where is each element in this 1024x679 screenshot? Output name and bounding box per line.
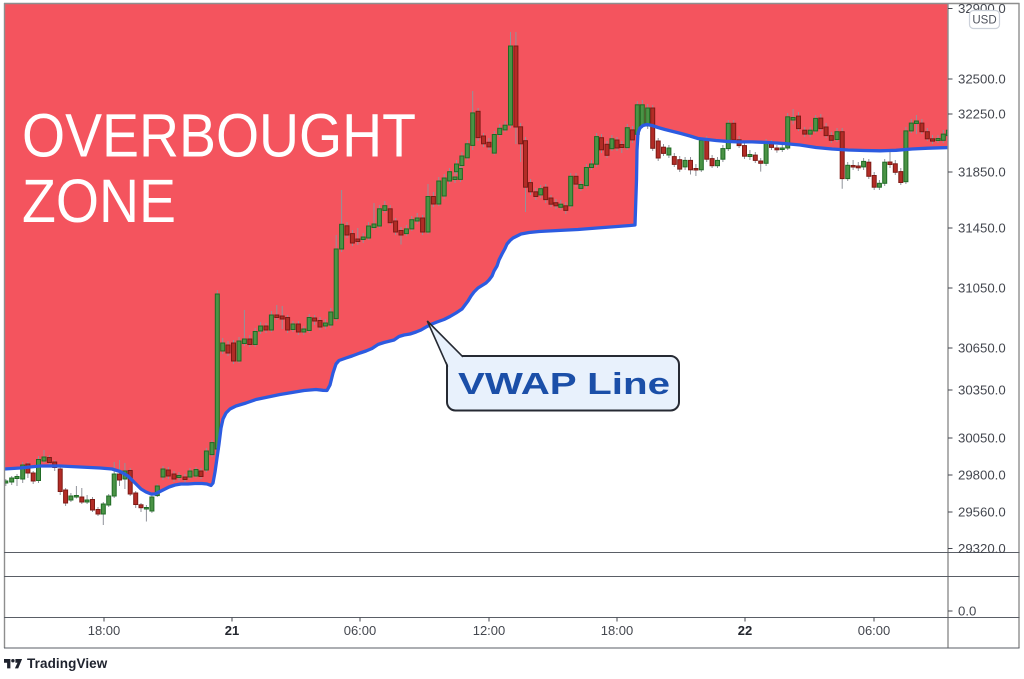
svg-text:12:00: 12:00 xyxy=(473,623,506,638)
svg-text:06:00: 06:00 xyxy=(858,623,891,638)
svg-text:30350.0: 30350.0 xyxy=(958,383,1006,398)
svg-text:32500.0: 32500.0 xyxy=(958,72,1006,87)
svg-text:30050.0: 30050.0 xyxy=(958,431,1006,446)
svg-text:USD: USD xyxy=(972,15,996,27)
svg-text:30650.0: 30650.0 xyxy=(958,341,1006,356)
svg-text:29560.0: 29560.0 xyxy=(958,505,1006,520)
svg-text:0.0: 0.0 xyxy=(958,604,976,619)
svg-text:29800.0: 29800.0 xyxy=(958,468,1006,483)
svg-text:TradingView: TradingView xyxy=(27,656,108,671)
svg-text:06:00: 06:00 xyxy=(344,623,377,638)
svg-text:21: 21 xyxy=(225,623,239,638)
svg-text:29320.0: 29320.0 xyxy=(958,541,1006,556)
svg-text:31050.0: 31050.0 xyxy=(958,281,1006,296)
svg-text:VWAP Line: VWAP Line xyxy=(458,366,670,401)
svg-text:ZONE: ZONE xyxy=(22,167,176,235)
svg-text:18:00: 18:00 xyxy=(88,623,121,638)
svg-text:OVERBOUGHT: OVERBOUGHT xyxy=(22,102,416,170)
svg-text:31850.0: 31850.0 xyxy=(958,165,1006,180)
svg-text:22: 22 xyxy=(738,623,752,638)
svg-text:31450.0: 31450.0 xyxy=(958,221,1006,236)
svg-text:32250.0: 32250.0 xyxy=(958,107,1006,122)
svg-text:18:00: 18:00 xyxy=(601,623,634,638)
